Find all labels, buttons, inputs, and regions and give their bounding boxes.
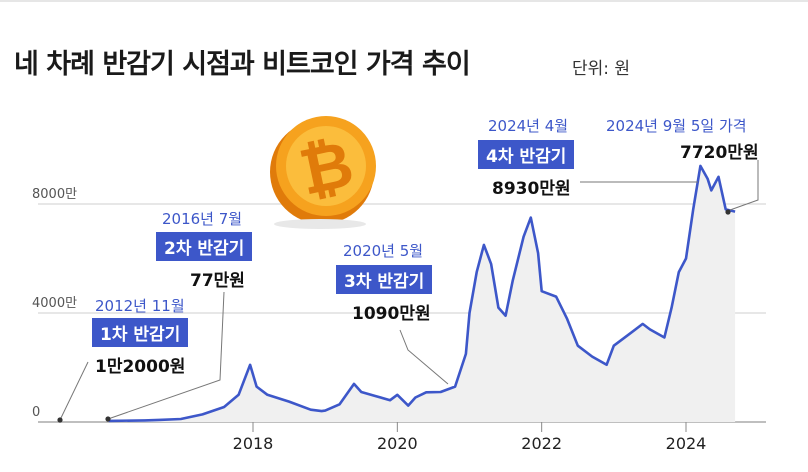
annotation-1-price: 1만2000원	[95, 357, 186, 377]
y-tick-label-2: 8000만	[32, 187, 77, 202]
y-tick-label-0: 0	[32, 405, 40, 420]
x-tick-label-0: 2018	[233, 434, 274, 453]
x-tick-labels: 2018 2020 2022 2024	[233, 422, 707, 453]
annotation-3-price: 1090만원	[352, 304, 431, 324]
top-divider	[0, 0, 808, 2]
x-tick-label-3: 2024	[666, 434, 707, 453]
series-line	[108, 164, 736, 423]
annotation-5-date: 2024년 9월 5일 가격	[606, 117, 747, 135]
annotation-2-price: 77만원	[190, 271, 245, 291]
annotation-leaders	[57, 160, 759, 423]
annotation-dot-1	[57, 417, 63, 423]
series-area	[108, 164, 736, 423]
bitcoin-coin-icon: ₿	[270, 116, 376, 229]
annotation-leader-5	[729, 160, 759, 211]
annotation-1-label: 1차 반감기	[92, 318, 189, 347]
y-tick-label-1: 4000만	[32, 296, 77, 311]
annotation-4-date: 2024년 4월	[488, 117, 569, 135]
annotation-5-price: 7720만원	[680, 143, 759, 163]
annotation-1-date: 2012년 11월	[95, 297, 185, 315]
annotation-3-date: 2020년 5월	[343, 242, 424, 260]
chart-title: 네 차례 반감기 시점과 비트코인 가격 추이	[14, 49, 471, 80]
annotation-2-date: 2016년 7월	[162, 210, 243, 228]
y-tick-labels: 0 4000만 8000만	[32, 187, 77, 420]
annotation-2-label: 2차 반감기	[156, 232, 253, 261]
annotation-dot-5	[725, 209, 731, 215]
annotation-3-label: 3차 반감기	[336, 265, 433, 294]
annotation-leader-2	[107, 291, 225, 420]
x-tick-label-2: 2022	[521, 434, 562, 453]
annotation-leader-3	[399, 329, 449, 385]
x-tick-label-1: 2020	[377, 434, 418, 453]
unit-label: 단위: 원	[572, 59, 631, 79]
annotation-leader-1	[59, 361, 89, 421]
annotation-4-price: 8930만원	[492, 179, 571, 199]
annotation-4-label: 4차 반감기	[478, 140, 575, 169]
series-area-fill	[108, 165, 736, 422]
annotation-dot-2	[105, 416, 111, 422]
